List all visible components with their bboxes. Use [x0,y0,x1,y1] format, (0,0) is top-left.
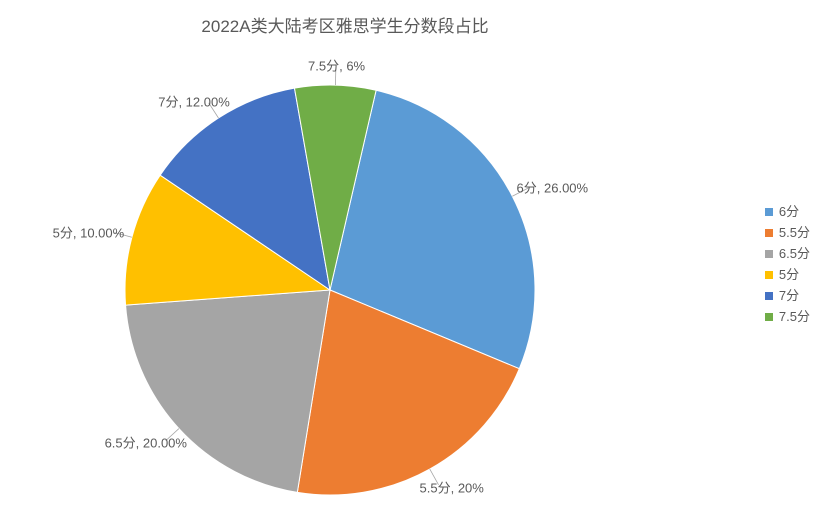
slice-label: 5分, 10.00% [53,223,125,242]
legend-label: 5.5分 [779,224,810,242]
legend-item: 6.5分 [765,245,810,263]
legend-item: 5分 [765,266,810,284]
legend-swatch [765,271,773,279]
legend-label: 5分 [779,266,799,284]
chart-container: 2022A类大陆考区雅思学生分数段占比 6分, 26.00%5.5分, 20%6… [0,0,830,521]
legend-item: 5.5分 [765,224,810,242]
legend-label: 6.5分 [779,245,810,263]
slice-label: 6分, 26.00% [517,178,589,197]
slice-label: 6.5分, 20.00% [105,433,187,452]
legend-item: 7分 [765,287,810,305]
slice-label: 5.5分, 20% [420,477,484,496]
slice-label: 7分, 12.00% [158,92,230,111]
legend-label: 6分 [779,203,799,221]
legend-label: 7.5分 [779,308,810,326]
legend-item: 7.5分 [765,308,810,326]
legend: 6分 5.5分 6.5分 5分 7分 7.5分 [765,200,810,329]
legend-swatch [765,229,773,237]
pie-slice [126,290,330,492]
slice-label: 7.5分, 6% [308,56,365,75]
legend-swatch [765,208,773,216]
legend-label: 7分 [779,287,799,305]
legend-swatch [765,250,773,258]
legend-swatch [765,313,773,321]
legend-swatch [765,292,773,300]
legend-item: 6分 [765,203,810,221]
